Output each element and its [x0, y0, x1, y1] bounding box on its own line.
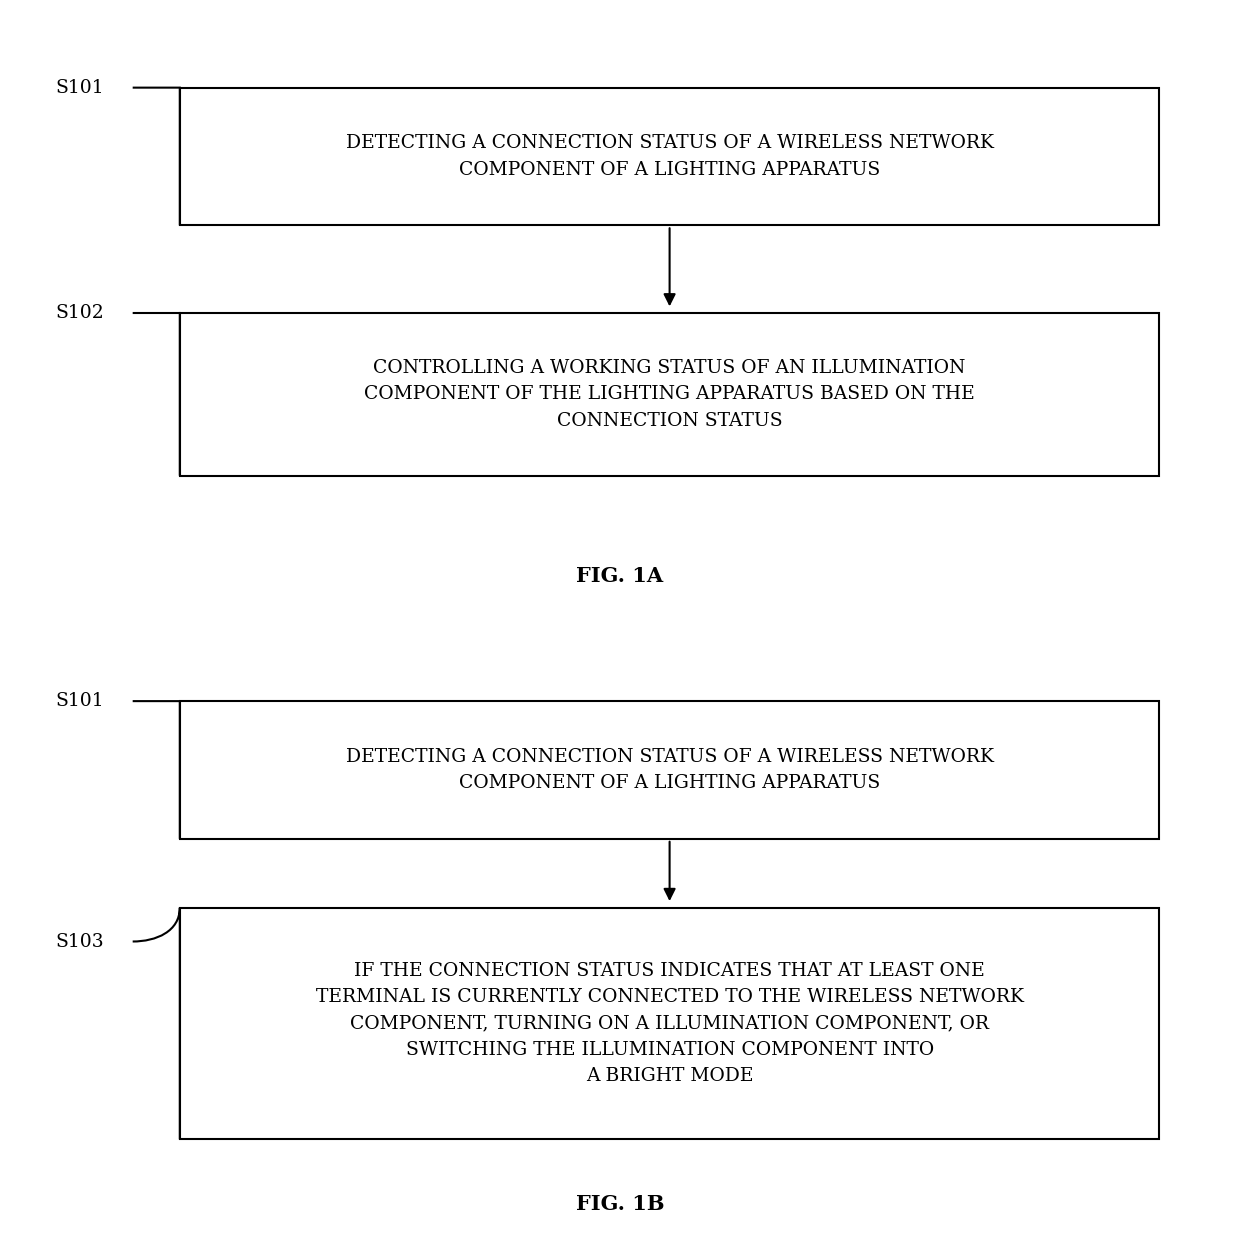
Text: DETECTING A CONNECTION STATUS OF A WIRELESS NETWORK
COMPONENT OF A LIGHTING APPA: DETECTING A CONNECTION STATUS OF A WIREL…: [346, 134, 993, 179]
Text: FIG. 1B: FIG. 1B: [575, 1194, 665, 1214]
Text: DETECTING A CONNECTION STATUS OF A WIRELESS NETWORK
COMPONENT OF A LIGHTING APPA: DETECTING A CONNECTION STATUS OF A WIREL…: [346, 747, 993, 793]
Text: FIG. 1A: FIG. 1A: [577, 566, 663, 586]
FancyBboxPatch shape: [180, 701, 1159, 839]
Text: S101: S101: [56, 692, 104, 710]
FancyBboxPatch shape: [180, 88, 1159, 225]
FancyBboxPatch shape: [180, 313, 1159, 476]
Text: IF THE CONNECTION STATUS INDICATES THAT AT LEAST ONE
TERMINAL IS CURRENTLY CONNE: IF THE CONNECTION STATUS INDICATES THAT …: [316, 962, 1023, 1085]
Text: CONTROLLING A WORKING STATUS OF AN ILLUMINATION
COMPONENT OF THE LIGHTING APPARA: CONTROLLING A WORKING STATUS OF AN ILLUM…: [365, 359, 975, 429]
Text: S103: S103: [56, 933, 104, 950]
Text: S101: S101: [56, 79, 104, 96]
FancyBboxPatch shape: [180, 908, 1159, 1139]
Text: S102: S102: [56, 304, 104, 322]
